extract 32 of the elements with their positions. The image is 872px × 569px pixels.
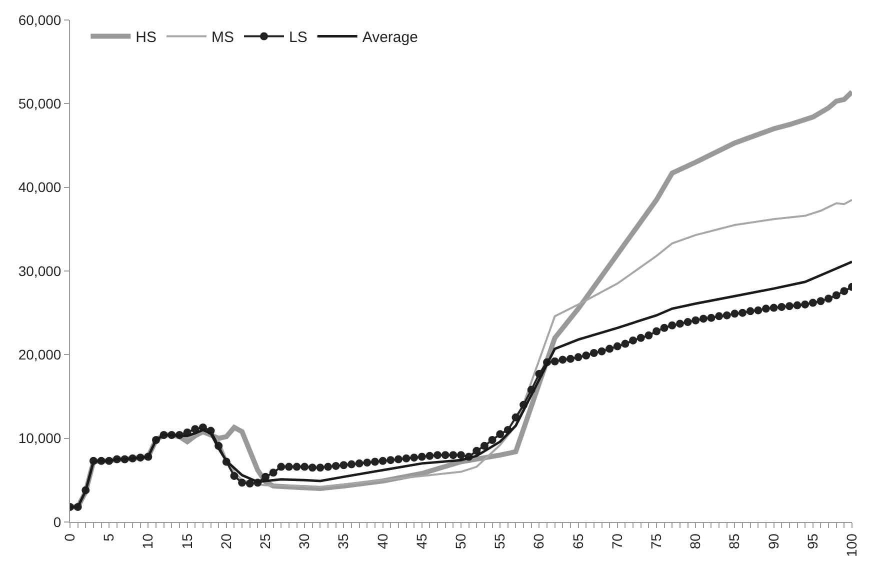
x-tick-label: 20 [218,533,234,550]
x-tick-label: 85 [726,533,742,550]
x-tick-label: 35 [335,533,352,550]
x-tick-label: 75 [648,533,664,550]
x-tick-label: 25 [257,533,274,550]
x-tick-label: 40 [374,533,390,550]
x-tick-label: 55 [492,533,508,550]
x-tick-label: 70 [608,533,625,550]
legend-label: Average [362,29,418,46]
legend-label: MS [211,29,234,46]
x-tick-label: 90 [765,533,782,550]
y-tick-label: 40,000 [18,179,62,196]
x-tick-label: 95 [804,533,820,550]
legend-label: LS [288,29,308,46]
y-tick-label: 60,000 [18,12,62,28]
y-tick-label: 10,000 [18,430,62,446]
x-tick-label: 5 [100,533,117,542]
legend-label: HS [136,29,156,46]
x-tick-label: 15 [178,533,195,550]
y-tick-label: 30,000 [18,262,62,279]
x-tick-label: 50 [452,533,469,550]
x-tick-label: 0 [62,533,78,542]
x-tick-label: 80 [687,533,704,550]
y-tick-label: 0 [53,514,62,530]
x-tick-label: 30 [296,533,312,550]
x-tick-label: 65 [570,533,586,550]
y-tick-label: 50,000 [18,96,62,112]
x-tick-label: 45 [413,533,430,550]
x-tick-label: 10 [140,533,156,550]
x-tick-label: 100 [844,533,860,557]
x-tick-label: 60 [530,533,547,550]
y-tick-label: 20,000 [18,346,62,363]
